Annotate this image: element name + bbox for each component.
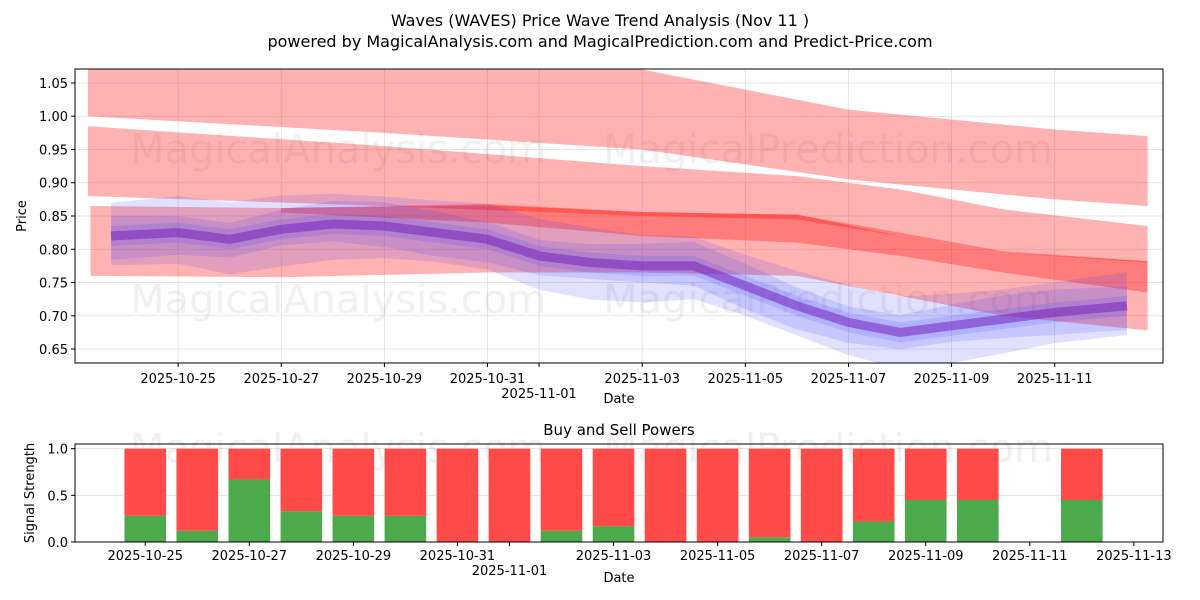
sell-bar [1061,448,1103,500]
sell-bar [904,448,947,500]
buy-bar [384,515,427,542]
sell-bar [384,448,427,516]
sell-bar [748,448,791,538]
buy-bar [332,515,375,542]
sell-bar [644,448,687,542]
x-tick-label: 2025-11-11 [1017,372,1093,387]
sell-bar [176,448,219,531]
sell-bar [332,448,375,516]
sell-bar [436,448,479,542]
watermarks: MagicalAnalysis.com MagicalPrediction.co… [130,127,1053,323]
y-tick-label: 0.65 [39,343,68,358]
sell-bar [956,448,999,500]
y-tick-label: 0.85 [39,210,68,225]
x-tick-label: 2025-11-03 [576,549,652,564]
buy-bar [540,530,583,542]
watermark: MagicalPrediction.com [603,127,1053,173]
buy-bar [852,521,895,542]
forecast-band [281,204,1148,293]
watermark: MagicalAnalysis.com [130,127,546,173]
x-tick-label: 2025-10-27 [243,372,319,387]
buy-bar [176,530,219,542]
x-tick-label: 2025-10-31 [420,549,496,564]
x-tick-label: 2025-10-31 [450,372,526,387]
price-band [111,201,1127,350]
x-tick-label: 2025-11-11 [992,549,1068,564]
buy-bar [904,500,947,542]
x-tick-label: 2025-11-05 [708,372,784,387]
watermark: MagicalAnalysis.com [130,277,546,323]
sell-bar [540,448,583,531]
forecast-band [87,126,1148,263]
y-tick-label: 0.5 [47,489,68,504]
buy-bar [748,537,791,542]
x-tick-label: 2025-10-29 [347,372,423,387]
y-axis-label: Price [15,200,30,232]
x-tick-label: 2025-11-07 [811,372,887,387]
x-tick-label: 2025-10-27 [212,549,288,564]
x-tick-label: 2025-11-09 [914,372,990,387]
y-tick-label: 1.05 [39,77,68,92]
sell-bar [800,448,843,542]
buy-bar [280,511,323,542]
x-tick-label: 2025-11-05 [680,549,756,564]
y-tick-label: 0.95 [39,143,68,158]
signal-chart: Buy and Sell Powers MagicalAnalysis.com … [23,421,1172,586]
buy-bar [1061,500,1103,542]
x-tick-label: 2025-10-25 [107,549,183,564]
price-band [111,193,1127,363]
price-chart: MagicalAnalysis.com MagicalPrediction.co… [15,68,1164,407]
y-tick-label: 1.0 [47,443,68,458]
sell-bar [852,448,895,522]
x-axis-label: Date [603,571,634,586]
x-tick-label: 2025-10-25 [140,372,216,387]
sell-bar [124,448,167,516]
sell-bar [592,448,635,527]
buy-bar [124,515,167,542]
chart-title: Waves (WAVES) Price Wave Trend Analysis … [391,11,809,30]
y-tick-label: 0.90 [39,177,68,192]
sell-bar [488,448,531,542]
y-tick-label: 0.80 [39,243,68,258]
y-tick-label: 0.75 [39,277,68,292]
sell-bar [228,448,271,480]
x-tick-label: 2025-10-29 [316,549,392,564]
x-tick-label: 2025-11-07 [784,549,860,564]
chart-subtitle: powered by MagicalAnalysis.com and Magic… [267,32,932,51]
signal-chart-title: Buy and Sell Powers [543,421,695,439]
buy-bar [956,500,999,542]
x-tick-label: 2025-11-09 [888,549,964,564]
x-tick-label: 2025-11-13 [1096,549,1172,564]
y-tick-label: 0.70 [39,310,68,325]
x-tick-label: 2025-11-03 [604,372,680,387]
buy-bar [592,526,635,542]
x-axis-label: Date [603,392,634,407]
price-trend-line [110,219,1128,337]
y-tick-label: 1.00 [39,110,68,125]
sell-bar [280,448,323,512]
x-tick-label: 2025-11-01 [501,387,577,402]
y-axis-label: Signal Strength [23,443,38,543]
signal-plot-frame [74,443,1164,543]
x-tick-label: 2025-11-01 [472,564,548,579]
y-tick-label: 0.0 [47,536,68,551]
forecast-band [87,69,1148,207]
buy-bar [228,479,271,542]
sell-bar [696,448,739,542]
